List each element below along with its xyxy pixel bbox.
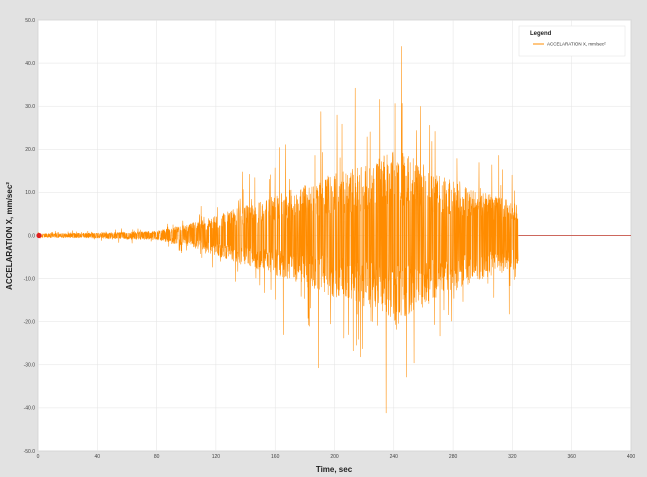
x-tick-label: 360 bbox=[568, 454, 577, 460]
x-tick-label: 0 bbox=[37, 454, 40, 460]
zero-line bbox=[36, 232, 631, 239]
legend: Legend ACCELARATION X, mm/sec² bbox=[518, 25, 626, 57]
y-tick-label: -40.0 bbox=[24, 406, 36, 412]
y-tick-label: -10.0 bbox=[24, 276, 36, 282]
x-tick-label: 120 bbox=[212, 454, 221, 460]
x-tick-label: 400 bbox=[627, 454, 636, 460]
x-tick-label: 320 bbox=[508, 454, 517, 460]
x-tick-label: 200 bbox=[330, 454, 339, 460]
y-tick-label: 50.0 bbox=[25, 18, 35, 24]
y-tick-label: 20.0 bbox=[25, 147, 35, 153]
x-tick-label: 80 bbox=[154, 454, 160, 460]
y-tick-label: -20.0 bbox=[24, 320, 36, 326]
y-tick-label: -50.0 bbox=[24, 449, 36, 455]
series-acceleration-x bbox=[37, 46, 519, 414]
y-tick-label: -30.0 bbox=[24, 363, 36, 369]
y-tick-label: 10.0 bbox=[25, 190, 35, 196]
x-tick-label: 160 bbox=[271, 454, 280, 460]
y-tick-labels: 50.0 40.0 30.0 20.0 10.0 0.0 -10.0 -20.0 -30.0 -4… bbox=[24, 18, 36, 455]
y-axis-title: ACCELARATION X, mm/sec² bbox=[5, 182, 14, 290]
start-marker bbox=[36, 232, 42, 239]
acceleration-trace bbox=[37, 46, 519, 414]
x-axis-title: Time, sec bbox=[316, 465, 353, 474]
y-tick-label: 40.0 bbox=[25, 61, 35, 67]
x-tick-label: 240 bbox=[390, 454, 399, 460]
legend-title: Legend bbox=[530, 31, 552, 37]
y-tick-label: 0.0 bbox=[28, 233, 35, 239]
legend-entry-label: ACCELARATION X, mm/sec² bbox=[547, 42, 606, 47]
x-tick-label: 40 bbox=[95, 454, 101, 460]
y-tick-label: 30.0 bbox=[25, 104, 35, 110]
legend-box bbox=[518, 25, 626, 57]
x-tick-label: 280 bbox=[449, 454, 458, 460]
x-tick-labels: 0 40 80 120 160 200 240 280 320 360 400 bbox=[37, 454, 636, 460]
